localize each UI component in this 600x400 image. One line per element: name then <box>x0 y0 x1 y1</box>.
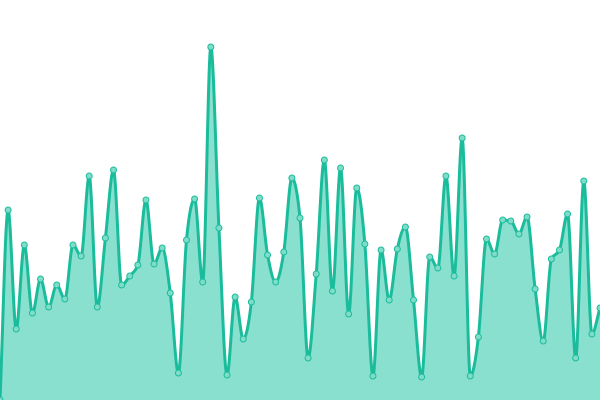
data-point-33 <box>264 251 272 259</box>
data-point-70 <box>564 210 572 218</box>
data-point-21 <box>166 289 174 297</box>
data-point-50 <box>401 223 409 231</box>
data-point-24 <box>191 195 199 203</box>
data-point-29 <box>231 293 239 301</box>
data-point-52 <box>418 373 426 381</box>
data-point-68 <box>547 255 555 263</box>
data-point-20 <box>158 244 166 252</box>
data-point-27 <box>215 224 223 232</box>
data-point-42 <box>337 164 345 172</box>
data-point-71 <box>572 354 580 362</box>
data-point-73 <box>588 330 596 338</box>
data-point-48 <box>385 296 393 304</box>
data-point-51 <box>410 296 418 304</box>
data-point-40 <box>320 156 328 164</box>
data-point-23 <box>182 236 190 244</box>
data-point-61 <box>491 250 499 258</box>
data-point-69 <box>555 246 563 254</box>
data-point-2 <box>12 325 20 333</box>
data-point-19 <box>150 260 158 268</box>
data-point-34 <box>272 278 280 286</box>
data-point-65 <box>523 213 531 221</box>
data-point-55 <box>442 172 450 180</box>
data-point-45 <box>361 240 369 248</box>
data-point-66 <box>531 285 539 293</box>
data-point-1 <box>4 206 12 214</box>
data-point-58 <box>466 372 474 380</box>
data-point-28 <box>223 371 231 379</box>
data-points <box>0 43 600 400</box>
data-point-36 <box>288 174 296 182</box>
data-point-16 <box>126 272 134 280</box>
data-point-11 <box>85 172 93 180</box>
data-point-12 <box>93 303 101 311</box>
data-point-57 <box>458 134 466 142</box>
data-point-41 <box>328 287 336 295</box>
data-point-44 <box>353 184 361 192</box>
data-point-5 <box>37 275 45 283</box>
data-point-43 <box>345 310 353 318</box>
data-point-9 <box>69 241 77 249</box>
data-point-4 <box>28 309 36 317</box>
data-point-30 <box>239 335 247 343</box>
data-point-53 <box>426 253 434 261</box>
data-point-46 <box>369 372 377 380</box>
data-point-31 <box>247 298 255 306</box>
data-point-8 <box>61 295 69 303</box>
data-point-3 <box>20 241 28 249</box>
data-point-64 <box>515 230 523 238</box>
data-point-60 <box>482 235 490 243</box>
data-point-59 <box>474 333 482 341</box>
data-point-25 <box>199 278 207 286</box>
data-point-18 <box>142 196 150 204</box>
data-point-38 <box>304 354 312 362</box>
data-point-74 <box>596 304 600 312</box>
data-point-32 <box>255 194 263 202</box>
data-point-35 <box>280 248 288 256</box>
data-point-6 <box>45 303 53 311</box>
data-point-37 <box>296 214 304 222</box>
data-point-63 <box>507 217 515 225</box>
data-point-72 <box>580 177 588 185</box>
data-point-14 <box>110 166 118 174</box>
data-point-47 <box>377 246 385 254</box>
data-point-49 <box>393 245 401 253</box>
data-point-7 <box>53 281 61 289</box>
data-point-56 <box>450 272 458 280</box>
data-point-13 <box>101 234 109 242</box>
data-point-0 <box>0 396 4 400</box>
data-point-39 <box>312 270 320 278</box>
data-point-15 <box>118 281 126 289</box>
data-point-62 <box>499 216 507 224</box>
data-point-54 <box>434 264 442 272</box>
data-point-22 <box>174 369 182 377</box>
data-point-17 <box>134 261 142 269</box>
data-point-10 <box>77 252 85 260</box>
data-point-67 <box>539 337 547 345</box>
data-point-26 <box>207 43 215 51</box>
series-line <box>0 45 600 400</box>
